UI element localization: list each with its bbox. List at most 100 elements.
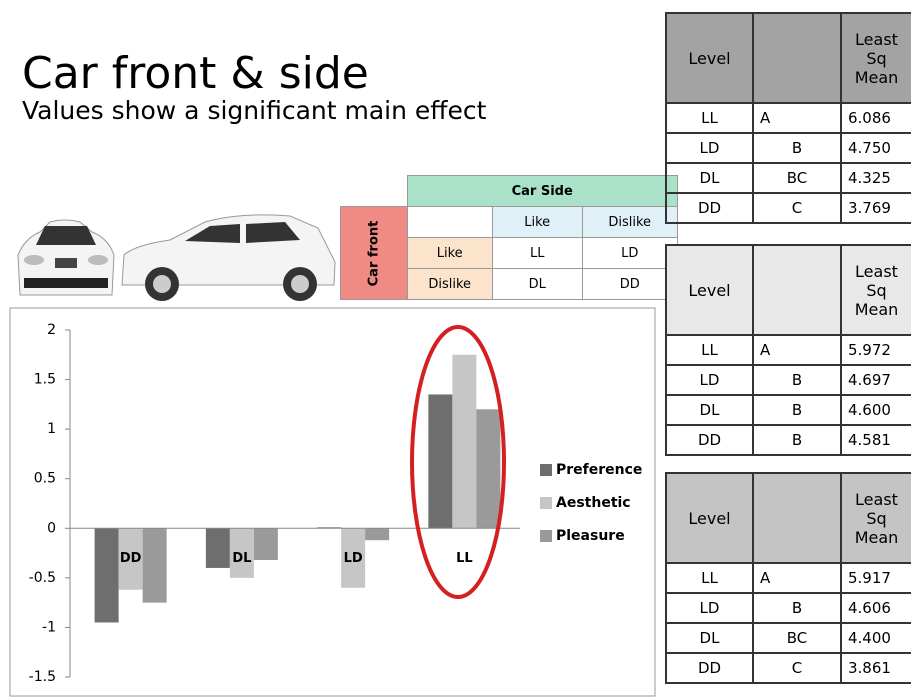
row: LL A 5.972 (665, 334, 911, 366)
cell: 5.917 (840, 562, 911, 594)
y-tick-label: 2 (47, 322, 56, 338)
legend-label: Pleasure (556, 528, 625, 544)
cell: A (752, 102, 842, 134)
row-header: Car front (366, 220, 382, 286)
bar (118, 528, 143, 590)
bar (428, 394, 453, 529)
header-cell (752, 244, 842, 336)
lsm-table: Level Least Sq Mean LL A 6.086 LD B 4.750 DL BC 4.… (665, 12, 911, 224)
cell: DL (491, 268, 583, 300)
header-row: Level Least Sq Mean (665, 244, 911, 336)
cell: 4.750 (840, 132, 911, 164)
row-label: Like (406, 237, 493, 269)
bar (229, 528, 254, 578)
subtitle: Values show a significant main effect (22, 96, 487, 125)
cell: LD (665, 592, 754, 624)
cell: DD (665, 424, 754, 456)
x-tick-label: LD (344, 551, 363, 566)
cell: LL (665, 102, 754, 134)
x-tick-label: DD (120, 551, 142, 566)
header-cell (752, 472, 842, 564)
row: DD C 3.861 (665, 652, 911, 684)
cell: LD (665, 132, 754, 164)
cell: A (752, 562, 842, 594)
header-row: Level Least Sq Mean (665, 472, 911, 564)
row: LD B 4.697 (665, 364, 911, 396)
cell: 4.697 (840, 364, 911, 396)
y-tick-label: -0.5 (29, 570, 56, 586)
header-cell: Level (665, 244, 754, 336)
bar (142, 528, 167, 603)
car-side-image (121, 214, 336, 301)
title: Car front & side (22, 48, 369, 99)
cell: 4.600 (840, 394, 911, 426)
cell: LL (665, 562, 754, 594)
cell: LD (665, 364, 754, 396)
car-front-image (17, 219, 115, 296)
cell: LL (665, 334, 754, 366)
legend-swatch (540, 530, 552, 542)
cell: 4.606 (840, 592, 911, 624)
row: DL B 4.600 (665, 394, 911, 426)
header-cell (752, 12, 842, 104)
legend-swatch (540, 464, 552, 476)
header-row: Level Least Sq Mean (665, 12, 911, 104)
design-table: Car Side Car front Like Dislike Like LL … (340, 175, 678, 300)
lsm-table: Level Least Sq Mean LL A 5.972 LD B 4.697 DL B 4.6… (665, 244, 911, 456)
row-label: Dislike (406, 268, 493, 300)
y-tick-label: -1.5 (29, 669, 56, 685)
column-label: Like (491, 206, 583, 238)
x-tick-label: DL (232, 551, 251, 566)
cell: 4.325 (840, 162, 911, 194)
cell: BC (752, 162, 842, 194)
row: LD B 4.750 (665, 132, 911, 164)
chart-frame (9, 307, 656, 697)
bar (253, 528, 278, 561)
cell: DL (665, 162, 754, 194)
row: LL A 5.917 (665, 562, 911, 594)
cell: BC (752, 622, 842, 654)
cell: B (752, 592, 842, 624)
y-tick-label: -1 (42, 619, 56, 635)
x-tick-label: LL (456, 551, 473, 566)
cell: B (752, 364, 842, 396)
header-cell: Least Sq Mean (840, 472, 911, 564)
header-cell: Level (665, 12, 754, 104)
cell: DL (665, 622, 754, 654)
lsm-table: Level Least Sq Mean LL A 5.917 LD B 4.606 DL BC 4.… (665, 472, 911, 684)
cell: 5.972 (840, 334, 911, 366)
y-tick-label: 1 (47, 421, 56, 437)
row: DL BC 4.400 (665, 622, 911, 654)
row: DD B 4.581 (665, 424, 911, 456)
header-cell: Least Sq Mean (840, 244, 911, 336)
cell: C (752, 192, 842, 224)
bar (452, 354, 477, 529)
row: DL BC 4.325 (665, 162, 911, 194)
cell: A (752, 334, 842, 366)
cell: LD (581, 237, 678, 269)
row: DD C 3.769 (665, 192, 911, 224)
cell: B (752, 132, 842, 164)
cell: DD (665, 652, 754, 684)
column-header: Car Side (406, 175, 678, 207)
y-tick-label: 0 (47, 520, 56, 536)
row: LL A 6.086 (665, 102, 911, 134)
column-label: Dislike (581, 206, 678, 238)
cell: DD (581, 268, 678, 300)
bar (341, 528, 366, 588)
legend-label: Preference (556, 462, 642, 478)
bar (476, 409, 501, 529)
cell: 4.581 (840, 424, 911, 456)
bar (94, 528, 119, 623)
cell: 6.086 (840, 102, 911, 134)
highlight-ellipse (410, 325, 506, 599)
legend-swatch (540, 497, 552, 509)
header-cell: Level (665, 472, 754, 564)
header-cell: Least Sq Mean (840, 12, 911, 104)
bar (365, 528, 390, 541)
legend-label: Aesthetic (556, 495, 631, 511)
bar (205, 528, 230, 568)
cell: LL (491, 237, 583, 269)
